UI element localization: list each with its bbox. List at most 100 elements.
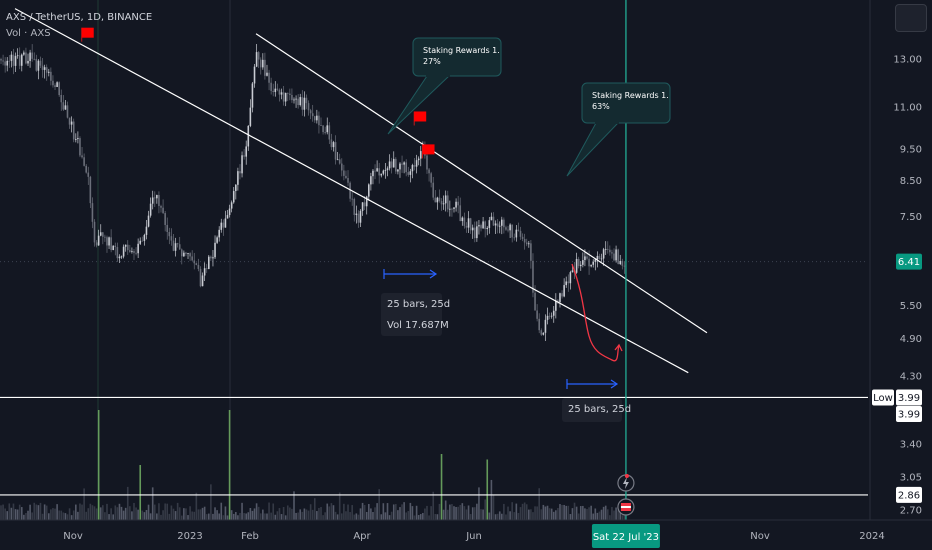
symbol-title[interactable]: AXS / TetherUS, 1D, BINANCE bbox=[6, 12, 153, 23]
projection-arrowhead[interactable] bbox=[614, 343, 623, 352]
volume-bar bbox=[370, 508, 372, 520]
candle bbox=[403, 162, 405, 165]
candle bbox=[164, 213, 166, 225]
volume-bar bbox=[440, 454, 443, 520]
candle bbox=[232, 191, 235, 203]
volume-bar bbox=[37, 505, 40, 520]
volume-bar bbox=[97, 410, 100, 520]
candle bbox=[604, 248, 607, 250]
volume-bar bbox=[282, 507, 285, 520]
date-range-measure-2[interactable] bbox=[566, 379, 619, 389]
volume-bar bbox=[226, 515, 229, 520]
channel-lower-line[interactable] bbox=[14, 8, 689, 374]
candle bbox=[467, 218, 470, 228]
candle bbox=[226, 215, 229, 219]
projection-path[interactable] bbox=[571, 263, 620, 362]
volume-bar bbox=[409, 502, 412, 520]
candle bbox=[613, 253, 615, 261]
volume-bar bbox=[276, 511, 279, 520]
volume-bar bbox=[18, 504, 21, 520]
volume-bar bbox=[349, 512, 351, 520]
candle bbox=[284, 92, 287, 102]
volume-bar bbox=[205, 514, 208, 520]
candle bbox=[455, 201, 457, 208]
candle bbox=[340, 163, 343, 171]
candles-layer bbox=[0, 43, 626, 341]
low-tag[interactable] bbox=[872, 389, 894, 406]
callout-text: Staking Rewards 1. bbox=[592, 91, 669, 100]
candle bbox=[602, 249, 605, 259]
volume-reference-badge[interactable] bbox=[896, 486, 922, 503]
volume-bar bbox=[584, 508, 586, 520]
volume-bar bbox=[507, 506, 509, 520]
volume-bar bbox=[442, 509, 445, 520]
volume-bar bbox=[12, 503, 15, 520]
date-range-measure-1[interactable] bbox=[383, 269, 438, 279]
candle bbox=[118, 256, 121, 259]
volume-bar bbox=[328, 506, 331, 520]
volume-bar bbox=[428, 515, 430, 520]
volume-bar bbox=[301, 511, 304, 520]
candle bbox=[137, 243, 139, 254]
volume-bar bbox=[482, 509, 484, 520]
volume-low-badge[interactable] bbox=[896, 406, 922, 422]
candle bbox=[577, 258, 580, 267]
volume-indicator-label[interactable]: Vol · AXS bbox=[6, 28, 51, 39]
candle bbox=[116, 247, 119, 259]
volume-bar bbox=[160, 514, 162, 520]
drawings-layer[interactable]: Staking Rewards 1. 27% Staking Rewards 1. 6… bbox=[0, 0, 868, 520]
candle bbox=[139, 240, 142, 244]
chart-settings-button[interactable] bbox=[895, 4, 927, 32]
volume-bar bbox=[14, 509, 17, 520]
volume-bar bbox=[557, 508, 559, 520]
candle bbox=[399, 163, 401, 170]
staking-rewards-callout-2[interactable]: Staking Rewards 1. 63% bbox=[566, 82, 671, 177]
staking-rewards-callout-1[interactable]: Staking Rewards 1. 27% bbox=[387, 37, 502, 135]
current-price-badge[interactable] bbox=[896, 253, 922, 270]
volume-bar bbox=[480, 509, 482, 520]
candle bbox=[575, 258, 578, 273]
candle bbox=[237, 171, 239, 185]
volume-bar bbox=[368, 503, 370, 520]
candle bbox=[241, 155, 243, 174]
measure-tooltip-1[interactable]: 25 bars, 25d Vol 17.687M bbox=[381, 293, 450, 336]
volume-bar bbox=[297, 512, 299, 520]
volume-bar bbox=[586, 509, 588, 520]
flag-icon[interactable] bbox=[414, 111, 427, 122]
volume-bar bbox=[87, 508, 90, 520]
candle bbox=[2, 60, 4, 62]
volume-bar bbox=[496, 513, 499, 520]
volume-bar bbox=[353, 514, 356, 520]
candle bbox=[151, 197, 154, 204]
volume-bar bbox=[538, 488, 541, 520]
flag-icon[interactable] bbox=[81, 27, 94, 38]
volume-bar bbox=[10, 507, 13, 520]
volume-bar bbox=[459, 504, 462, 520]
measure-tooltip-2[interactable]: 25 bars, 25d bbox=[562, 398, 631, 422]
candle bbox=[286, 92, 289, 94]
volume-bar bbox=[249, 508, 252, 520]
volume-bar bbox=[534, 506, 536, 520]
candle bbox=[131, 251, 133, 252]
volume-bar bbox=[615, 507, 617, 520]
volume-bar bbox=[600, 509, 603, 520]
volume-bar bbox=[0, 505, 2, 520]
volume-bar bbox=[365, 511, 368, 520]
price-axis[interactable] bbox=[870, 0, 932, 550]
volume-bar bbox=[536, 506, 538, 520]
volume-bar bbox=[494, 514, 497, 520]
channel-upper-line[interactable] bbox=[255, 33, 708, 334]
low-price-badge[interactable] bbox=[896, 389, 922, 406]
flag-icon[interactable] bbox=[422, 144, 435, 155]
date-highlight-badge[interactable] bbox=[591, 524, 660, 548]
candle bbox=[552, 310, 555, 316]
candle bbox=[588, 258, 590, 267]
volume-bar bbox=[324, 512, 326, 520]
volume-bar bbox=[451, 504, 453, 520]
time-axis[interactable] bbox=[0, 521, 932, 550]
candle bbox=[230, 202, 233, 209]
volume-bar bbox=[523, 502, 526, 520]
candle bbox=[104, 236, 106, 238]
